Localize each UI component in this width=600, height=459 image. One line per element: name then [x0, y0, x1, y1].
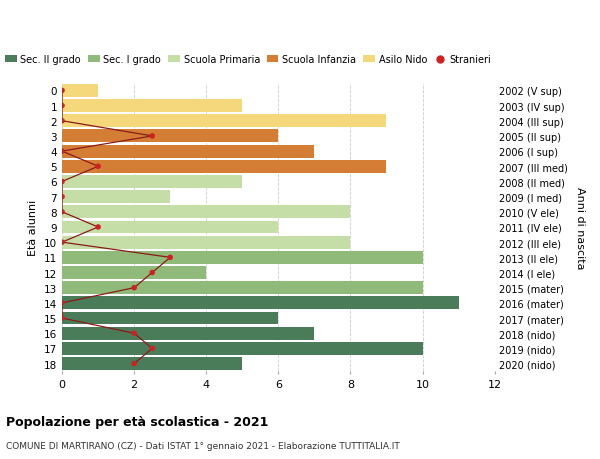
Bar: [62, 115, 386, 128]
Point: [148, 133, 157, 140]
Point: [57, 148, 67, 156]
Bar: [62, 327, 314, 340]
Bar: [62, 282, 422, 295]
Bar: [62, 236, 350, 249]
Point: [57, 179, 67, 186]
Point: [130, 360, 139, 368]
Point: [94, 163, 103, 171]
Point: [57, 194, 67, 201]
Text: COMUNE DI MARTIRANO (CZ) - Dati ISTAT 1° gennaio 2021 - Elaborazione TUTTITALIA.: COMUNE DI MARTIRANO (CZ) - Dati ISTAT 1°…: [6, 441, 400, 450]
Bar: [62, 342, 422, 355]
Bar: [62, 161, 386, 174]
Bar: [62, 146, 314, 158]
Bar: [62, 221, 278, 234]
Bar: [62, 130, 278, 143]
Legend: Sec. II grado, Sec. I grado, Scuola Primaria, Scuola Infanzia, Asilo Nido, Stran: Sec. II grado, Sec. I grado, Scuola Prim…: [1, 51, 495, 69]
Bar: [62, 206, 350, 219]
Bar: [62, 176, 242, 189]
Bar: [62, 191, 170, 204]
Bar: [62, 312, 278, 325]
Point: [57, 103, 67, 110]
Bar: [62, 267, 206, 280]
Point: [130, 285, 139, 292]
Y-axis label: Anni di nascita: Anni di nascita: [575, 186, 585, 269]
Point: [57, 315, 67, 322]
Point: [166, 254, 175, 262]
Bar: [62, 358, 242, 370]
Point: [57, 118, 67, 125]
Point: [130, 330, 139, 337]
Point: [57, 209, 67, 216]
Bar: [62, 252, 422, 264]
Point: [57, 88, 67, 95]
Bar: [62, 100, 242, 113]
Bar: [62, 297, 458, 310]
Bar: [62, 85, 98, 98]
Point: [148, 269, 157, 277]
Point: [57, 300, 67, 307]
Y-axis label: Età alunni: Età alunni: [28, 199, 38, 256]
Point: [148, 345, 157, 353]
Point: [57, 239, 67, 246]
Point: [94, 224, 103, 231]
Text: Popolazione per età scolastica - 2021: Popolazione per età scolastica - 2021: [6, 415, 268, 428]
